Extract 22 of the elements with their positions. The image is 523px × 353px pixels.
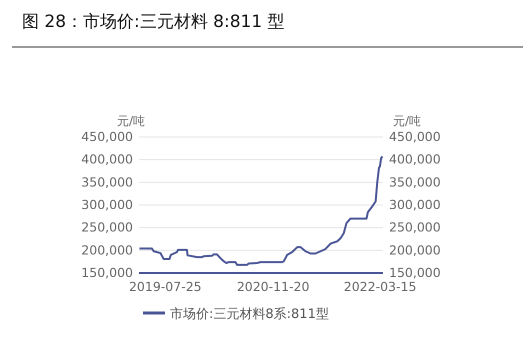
y-tick-label: 450,000	[81, 129, 134, 144]
y2-tick-label: 250,000	[389, 220, 441, 235]
y-tick-label: 300,000	[81, 197, 134, 212]
y-tick-label: 200,000	[81, 242, 134, 258]
y2-tick-label: 350,000	[389, 174, 441, 190]
y-tick-label: 350,000	[81, 174, 134, 190]
y-tick-label: 150,000	[81, 265, 134, 280]
y2-tick-label: 400,000	[389, 152, 441, 167]
y2-tick-label: 150,000	[389, 265, 441, 280]
y2-axis-title: 元/吨	[393, 114, 422, 128]
y2-tick-label: 300,000	[389, 197, 441, 212]
x-tick-label: 2022-03-15	[344, 278, 416, 294]
y2-tick-label: 450,000	[389, 129, 441, 144]
y-tick-label: 400,000	[81, 152, 134, 167]
y-axis-title: 元/吨	[117, 114, 146, 128]
line-series	[138, 155, 384, 266]
x-tick-label: 2020-11-20	[236, 278, 310, 294]
x-tick-label: 2019-07-25	[128, 278, 202, 294]
legend-label: 市场价:三元材料8系:811型	[170, 307, 329, 322]
chart-title: 图 28：市场价:三元材料 8:811 型	[22, 12, 285, 32]
y2-tick-label: 200,000	[389, 242, 441, 258]
y-tick-label: 250,000	[81, 220, 134, 235]
